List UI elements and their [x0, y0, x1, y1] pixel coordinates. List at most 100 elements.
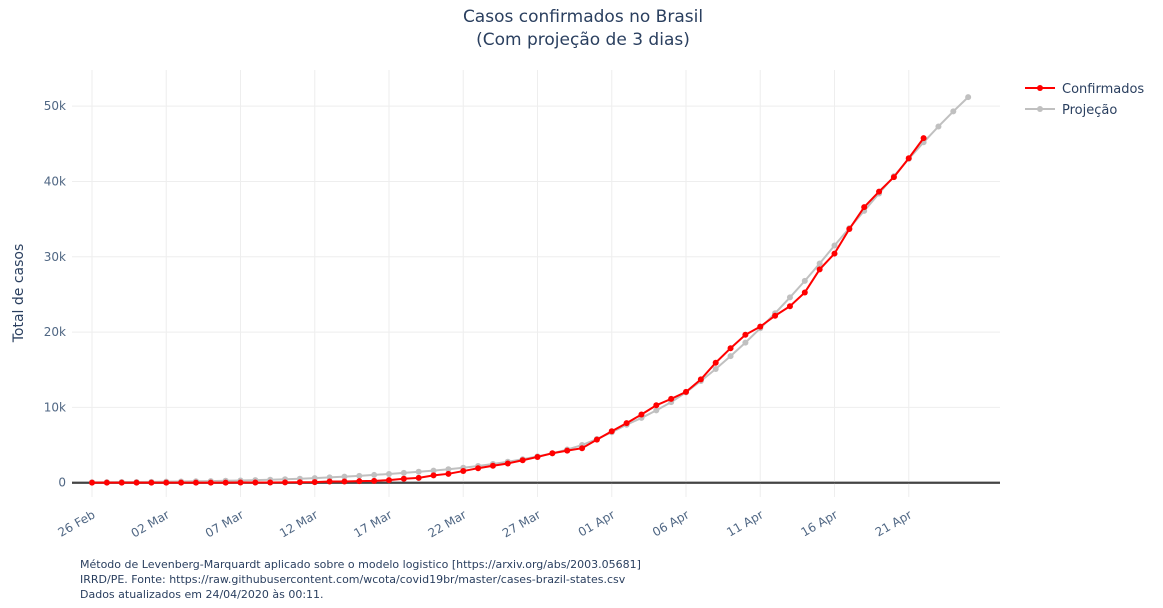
data-point	[148, 479, 155, 486]
data-point	[430, 472, 437, 479]
data-point	[950, 108, 957, 115]
data-point	[415, 468, 422, 475]
x-tick-label: 21 Apr	[873, 507, 915, 539]
y-tick-label: 40k	[44, 174, 66, 188]
data-point	[341, 473, 348, 480]
data-point	[593, 436, 600, 443]
data-point	[905, 155, 912, 162]
x-tick-label: 02 Mar	[129, 507, 172, 540]
y-tick-label: 50k	[44, 99, 66, 113]
data-point	[296, 479, 303, 486]
data-point	[786, 294, 793, 301]
x-tick-label: 17 Mar	[351, 507, 394, 540]
data-point	[252, 479, 259, 486]
data-point	[178, 479, 185, 486]
data-point	[623, 420, 630, 427]
data-point	[757, 323, 764, 330]
x-tick-label: 16 Apr	[798, 507, 840, 539]
y-tick-label: 20k	[44, 325, 66, 339]
data-point	[103, 479, 110, 486]
data-point	[861, 204, 868, 211]
legend-label: Confirmados	[1062, 82, 1144, 97]
data-point	[519, 457, 526, 464]
data-point	[653, 402, 660, 409]
data-point	[386, 477, 392, 484]
data-point	[133, 479, 140, 486]
data-point	[668, 395, 675, 402]
data-point	[831, 242, 838, 249]
y-tick-label: 0	[58, 476, 66, 490]
data-point	[371, 471, 378, 478]
x-tick-label: 27 Mar	[500, 507, 543, 540]
x-tick-label: 12 Mar	[277, 507, 320, 540]
data-point	[534, 453, 541, 460]
series-line	[91, 96, 969, 484]
data-point	[371, 477, 378, 484]
data-point	[400, 469, 407, 476]
data-point	[890, 174, 897, 181]
data-point	[207, 479, 214, 486]
data-point	[192, 479, 199, 486]
data-point	[653, 407, 660, 414]
data-point	[801, 277, 808, 284]
data-point	[579, 445, 586, 452]
data-point	[608, 428, 615, 435]
data-point	[445, 466, 452, 473]
data-point	[801, 289, 808, 296]
data-point	[712, 359, 719, 366]
data-point	[772, 312, 779, 319]
y-tick-label: 10k	[44, 400, 66, 414]
data-point	[356, 478, 363, 485]
data-point	[489, 462, 496, 469]
data-point	[727, 345, 734, 352]
data-point	[727, 353, 734, 360]
data-point	[386, 470, 392, 477]
data-point	[935, 123, 942, 130]
data-point	[965, 94, 972, 101]
x-tick-label: 22 Mar	[426, 507, 469, 540]
data-point	[549, 450, 556, 457]
footnote: Método de Levenberg-Marquardt aplicado s…	[80, 558, 641, 571]
data-point	[831, 250, 838, 257]
data-point	[846, 226, 853, 233]
data-point	[222, 479, 229, 486]
x-tick-label: 06 Apr	[650, 507, 692, 539]
y-axis-title: Total de casos	[11, 244, 27, 344]
data-point	[564, 447, 571, 454]
data-point	[816, 260, 823, 267]
data-point	[475, 465, 482, 472]
data-point	[400, 475, 407, 482]
x-tick-label: 26 Feb	[56, 507, 98, 539]
footnote: IRRD/PE. Fonte: https://raw.githubuserco…	[80, 573, 626, 586]
x-tick-label: 07 Mar	[203, 507, 246, 540]
footnote: Dados atualizados em 24/04/2020 às 00:11…	[80, 588, 324, 601]
data-point	[742, 339, 749, 346]
data-point	[445, 470, 452, 477]
legend-marker	[1037, 85, 1043, 91]
data-point	[712, 365, 719, 372]
series-line	[92, 137, 925, 484]
chart-subtitle: (Com projeção de 3 dias)	[476, 30, 690, 50]
data-point	[460, 468, 467, 475]
data-point	[237, 479, 244, 486]
data-point	[816, 266, 823, 273]
legend-marker	[1037, 106, 1043, 112]
data-point	[504, 460, 511, 467]
data-point	[118, 479, 125, 486]
data-point	[876, 188, 883, 195]
x-tick-label: 01 Apr	[576, 507, 618, 539]
data-point	[311, 479, 318, 486]
data-point	[89, 479, 95, 486]
x-tick-label: 11 Apr	[724, 507, 766, 539]
chart-title: Casos confirmados no Brasil	[463, 7, 703, 27]
data-point	[786, 303, 793, 310]
data-point	[326, 474, 333, 481]
data-point	[683, 388, 689, 395]
data-point	[282, 479, 289, 486]
data-point	[163, 479, 170, 486]
data-point	[697, 376, 704, 383]
data-point	[267, 479, 274, 486]
data-point	[415, 474, 422, 481]
data-point	[326, 478, 333, 485]
